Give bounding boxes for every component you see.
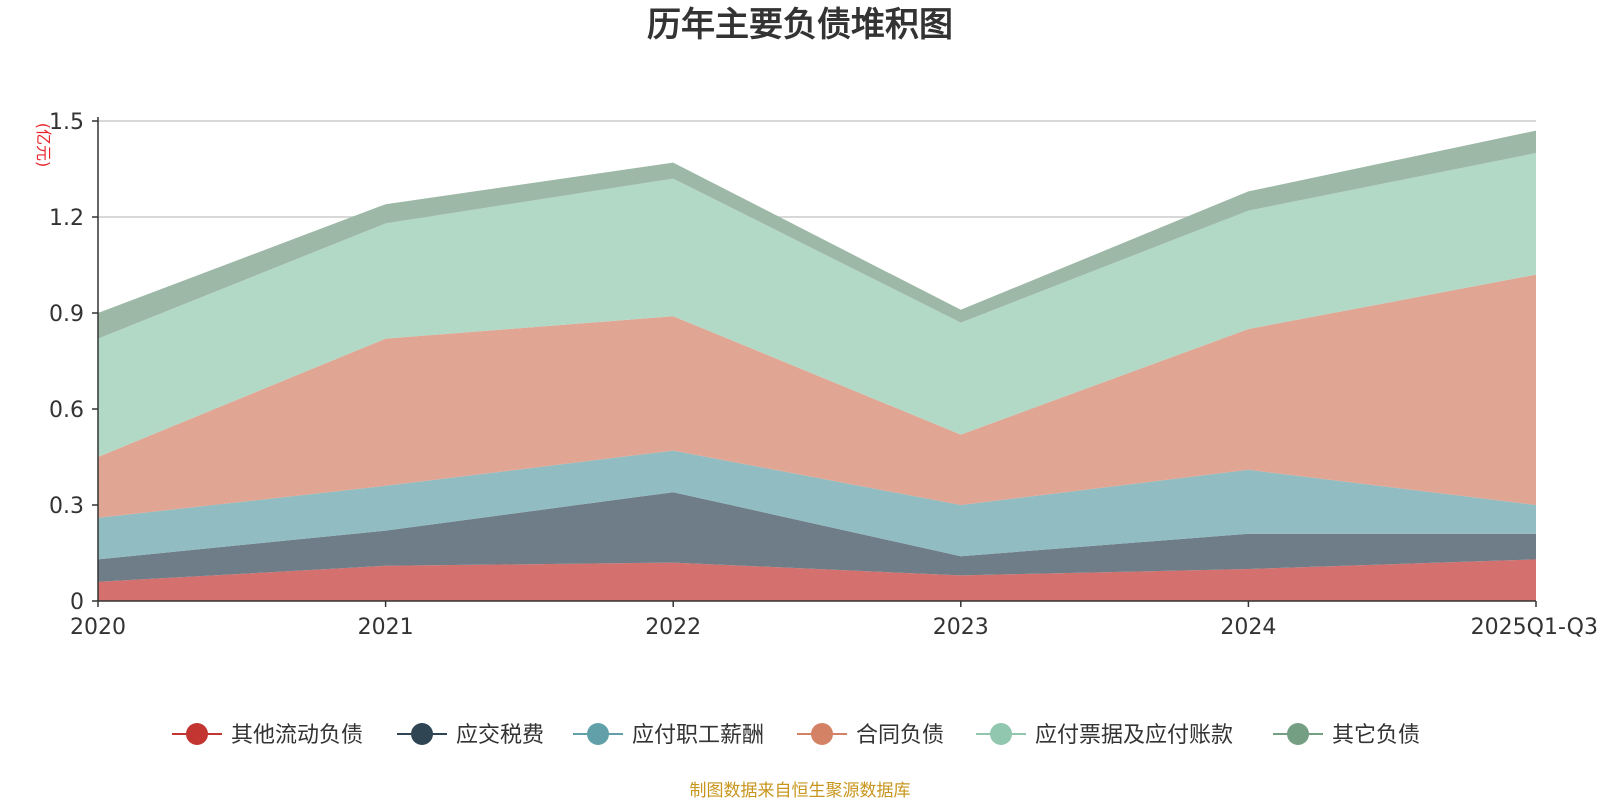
legend-item-3[interactable]: 应付职工薪酬: [573, 723, 764, 748]
y-tick-label: 0.9: [49, 302, 84, 327]
legend-label: 合同负债: [856, 723, 944, 748]
x-tick-label: 2020: [70, 615, 126, 640]
legend-label: 应付职工薪酬: [632, 723, 764, 748]
y-axis-ticks: 0 0.3 0.6 0.9 1.2 1.5: [49, 110, 98, 615]
legend-item-5[interactable]: 应付票据及应付账款: [976, 723, 1233, 748]
chart-title: 历年主要负债堆积图: [647, 5, 953, 45]
x-tick-label: 2023: [933, 615, 989, 640]
source-note: 制图数据来自恒生聚源数据库: [690, 781, 911, 800]
legend-label: 应付票据及应付账款: [1035, 723, 1233, 748]
legend-item-4[interactable]: 合同负债: [797, 723, 944, 748]
y-axis-unit-label: (亿元): [34, 123, 53, 168]
x-tick-label: 2022: [645, 615, 701, 640]
legend: 其他流动负债 应交税费 应付职工薪酬 合同负债 应付票据及应付账款 其它负债: [172, 723, 1420, 748]
legend-label: 其它负债: [1332, 723, 1420, 748]
legend-marker-icon: [990, 723, 1012, 745]
area-series-2: [98, 492, 1536, 582]
area-series-1: [98, 559, 1536, 601]
area-series-3: [98, 450, 1536, 560]
area-series-group: [98, 130, 1536, 601]
y-tick-label: 1.2: [49, 206, 84, 231]
x-tick-label: 2021: [358, 615, 414, 640]
legend-label: 应交税费: [456, 723, 544, 748]
x-axis-ticks: 2020 2021 2022 2023 2024 2025Q1-Q3: [70, 601, 1598, 640]
y-tick-label: 0.6: [49, 398, 84, 423]
legend-marker-icon: [587, 723, 609, 745]
axes: [97, 117, 1536, 602]
legend-marker-icon: [1287, 723, 1309, 745]
x-tick-label: 2025Q1-Q3: [1471, 615, 1598, 640]
legend-marker-icon: [186, 723, 208, 745]
area-series-5: [98, 153, 1536, 457]
legend-marker-icon: [811, 723, 833, 745]
legend-item-2[interactable]: 应交税费: [397, 723, 544, 748]
legend-marker-icon: [411, 723, 433, 745]
area-series-4: [98, 274, 1536, 518]
y-tick-label: 0.3: [49, 494, 84, 519]
legend-item-6[interactable]: 其它负债: [1273, 723, 1420, 748]
y-tick-label: 1.5: [49, 110, 84, 135]
x-tick-label: 2024: [1220, 615, 1276, 640]
y-tick-label: 0: [70, 590, 84, 615]
legend-label: 其他流动负债: [231, 723, 363, 748]
legend-item-1[interactable]: 其他流动负债: [172, 723, 363, 748]
